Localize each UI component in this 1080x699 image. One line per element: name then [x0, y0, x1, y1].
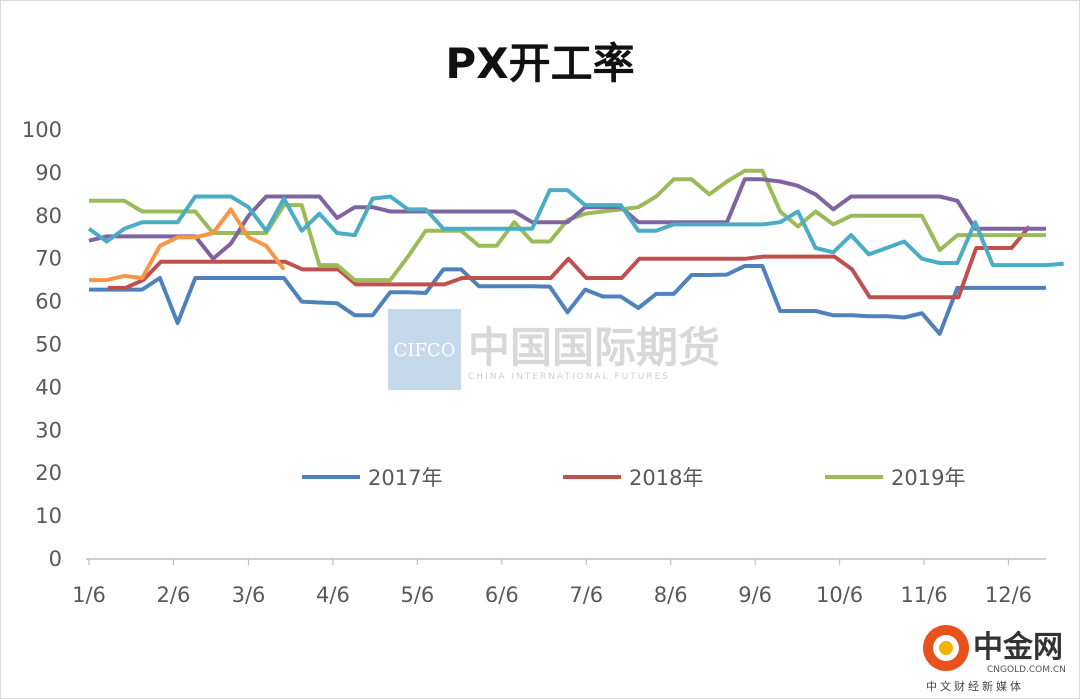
y-tick-label: 60: [35, 290, 62, 314]
x-axis-ticks: 1/6 2/6 3/6 4/6 5/6 6/6 7/6 8/6 9/6 10/6 11/6 12/6: [72, 559, 1032, 607]
cifco-watermark: CIFCO 中国国际期货 CHINA INTERNATIONAL FUTURES: [388, 309, 720, 390]
x-tick-label: 2/6: [157, 583, 191, 607]
watermark-name-cn: 中国国际期货: [468, 323, 720, 372]
legend-label: 2019年: [891, 466, 965, 490]
logo-url: CNGOLD.COM.CN: [987, 665, 1066, 675]
y-tick-label: 0: [49, 547, 62, 571]
y-tick-label: 70: [35, 247, 62, 271]
series-lines: [87, 168, 1064, 336]
logo-subtitle: 中文财经新媒体: [926, 679, 1024, 693]
cifco-watermark-box: [388, 309, 461, 390]
y-tick-label: 80: [35, 204, 62, 228]
x-tick-label: 3/6: [232, 583, 266, 607]
y-tick-label: 30: [35, 418, 62, 442]
series-line-unlabeled-5: [89, 207, 286, 283]
x-tick-label: 1/6: [72, 583, 106, 607]
x-tick-label: 9/6: [738, 583, 772, 607]
series-line-unlabeled-4: [87, 188, 1064, 268]
y-tick-label: 90: [35, 161, 62, 185]
series-line-2019年: [89, 168, 1046, 283]
series-line-2017年: [89, 264, 1046, 336]
cngold-logo-icon-core: [939, 641, 953, 655]
x-tick-label: 5/6: [400, 583, 434, 607]
y-tick-label: 50: [35, 333, 62, 357]
x-tick-label: 7/6: [569, 583, 603, 607]
x-tick-label: 11/6: [900, 583, 947, 607]
x-tick-label: 10/6: [816, 583, 863, 607]
y-tick-label: 10: [35, 504, 62, 528]
legend: 2017年 2018年 2019年: [302, 466, 965, 490]
watermark-name-en: CHINA INTERNATIONAL FUTURES: [468, 372, 670, 382]
legend-label: 2017年: [368, 466, 442, 490]
chart-title: PX开工率: [445, 39, 634, 88]
cngold-logo: 中金网 CNGOLD.COM.CN 中文财经新媒体: [923, 625, 1066, 693]
legend-label: 2018年: [629, 466, 703, 490]
logo-name: 中金网: [973, 630, 1063, 665]
series-line-2018年: [107, 225, 1031, 300]
series-line-unlabeled-3: [88, 177, 1046, 261]
y-tick-label: 40: [35, 375, 62, 399]
y-axis-ticks: 0 10 20 30 40 50 60 70 80 90 100: [22, 118, 62, 571]
y-tick-label: 20: [35, 461, 62, 485]
x-tick-label: 4/6: [316, 583, 350, 607]
x-tick-label: 12/6: [985, 583, 1032, 607]
cifco-watermark-label: CIFCO: [394, 340, 456, 361]
x-tick-label: 8/6: [654, 583, 688, 607]
x-tick-label: 6/6: [485, 583, 519, 607]
y-tick-label: 100: [22, 118, 62, 142]
